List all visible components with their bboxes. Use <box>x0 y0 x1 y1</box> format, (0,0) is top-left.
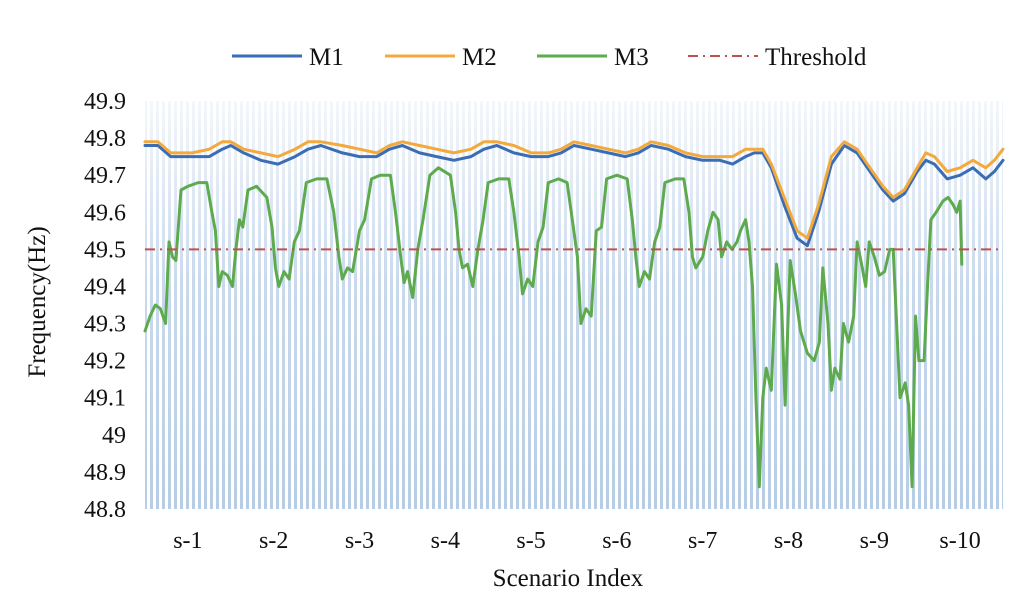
series-line-m1 <box>143 144 1005 248</box>
y-tick-label: 48.8 <box>84 497 126 523</box>
x-tick-label: s-10 <box>939 528 980 554</box>
series-line-m2 <box>143 140 1005 240</box>
y-tick-label: 49.3 <box>84 312 126 338</box>
x-tick-label: s-1 <box>173 528 202 554</box>
y-tick-label: 49.2 <box>84 349 126 375</box>
legend: M1 M2 M3 Threshold <box>232 44 867 71</box>
x-tick-label: s-2 <box>259 528 288 554</box>
x-tick-label: s-6 <box>602 528 631 554</box>
series-layer <box>143 140 1005 489</box>
y-tick-label: 49.4 <box>84 274 126 300</box>
x-tick-label: s-3 <box>345 528 374 554</box>
y-tick-label: 48.9 <box>84 460 126 486</box>
y-tick-label: 49.8 <box>84 126 126 152</box>
legend-label-m1: M1 <box>309 44 344 71</box>
y-tick-label: 49.6 <box>84 200 126 226</box>
x-axis-ticks: s-1 s-2 s-3 s-4 s-5 s-6 s-7 s-8 s-9 s-10 <box>173 528 981 554</box>
x-tick-label: s-7 <box>688 528 717 554</box>
series-line-m3 <box>143 166 964 489</box>
y-tick-label: 49.9 <box>84 89 126 115</box>
legend-label-m3: M3 <box>614 44 649 71</box>
plot-background <box>145 101 1003 509</box>
legend-label-m2: M2 <box>462 44 497 71</box>
x-tick-label: s-4 <box>431 528 460 554</box>
y-axis-ticks: 48.8 48.9 49 49.1 49.2 49.3 49.4 49.5 49.6 49.7 49… <box>84 89 126 523</box>
plot-background-fade <box>145 101 1003 509</box>
x-tick-label: s-8 <box>774 528 803 554</box>
x-axis-title: Scenario Index <box>493 565 644 592</box>
x-tick-label: s-5 <box>516 528 545 554</box>
x-tick-label: s-9 <box>860 528 889 554</box>
legend-label-threshold: Threshold <box>765 44 867 71</box>
y-tick-label: 49.7 <box>84 163 126 189</box>
y-tick-label: 49 <box>102 423 126 449</box>
y-tick-label: 49.1 <box>84 386 126 412</box>
y-tick-label: 49.5 <box>84 237 126 263</box>
y-axis-title: Frequency(Hz) <box>24 226 51 377</box>
